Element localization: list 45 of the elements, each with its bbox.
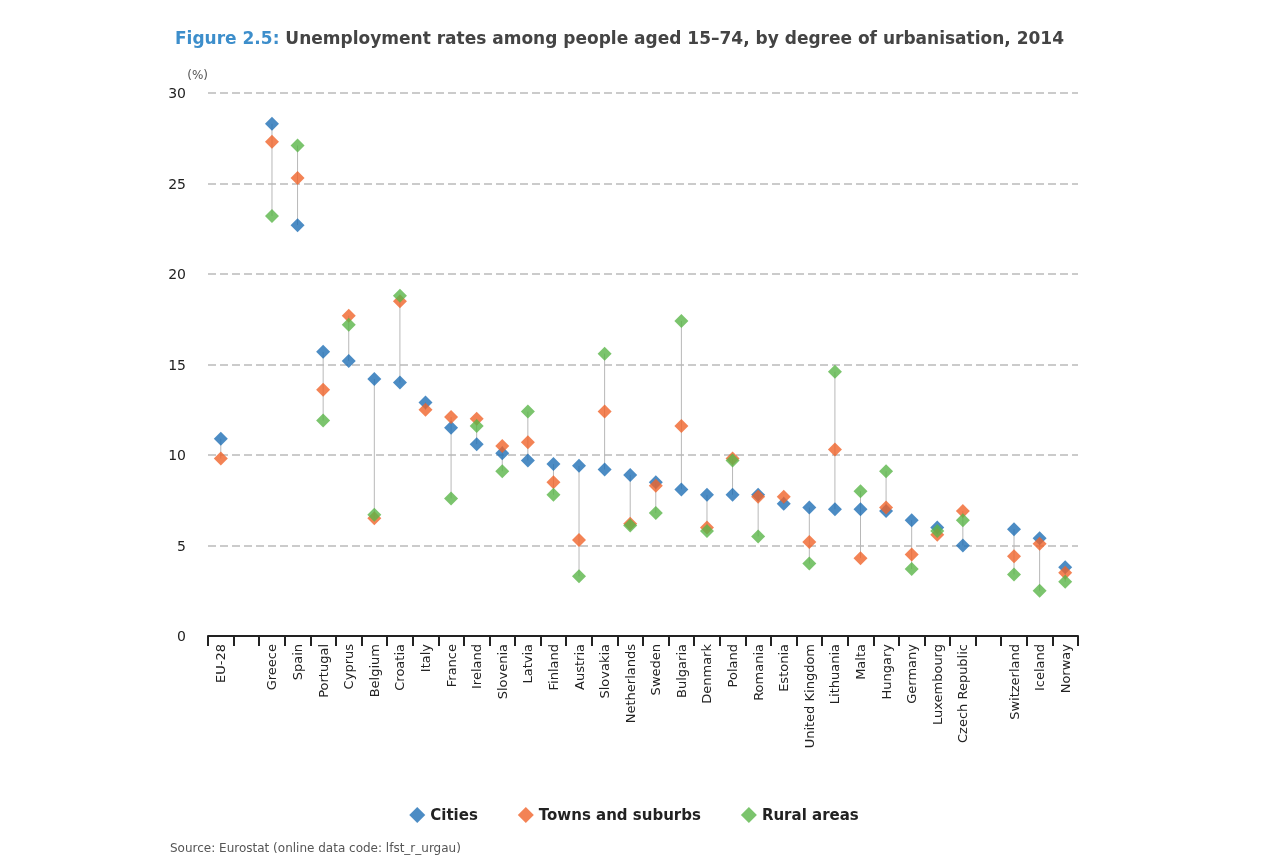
x-tick-label: Sweden [648, 644, 664, 696]
x-tick-label: Spain [290, 644, 306, 681]
x-tick-label: Italy [418, 643, 433, 673]
y-tick-label: 30 [168, 85, 186, 101]
x-tick-label: Finland [545, 644, 561, 691]
x-tick-label: Switzerland [1006, 644, 1022, 720]
x-tick-label: Cyprus [341, 643, 357, 690]
legend-label: Cities [430, 806, 478, 824]
source-note: Source: Eurostat (online data code: lfst_r_urgau) [170, 841, 461, 855]
y-tick-label: 15 [168, 356, 186, 373]
x-tick-label: Poland [725, 644, 741, 688]
x-tick-label: France [443, 644, 459, 688]
x-tick-label: EU-28 [213, 644, 229, 683]
x-tick-label: Malta [853, 644, 868, 680]
x-tick-label: Luxembourg [929, 644, 945, 726]
x-tick-label: Lithuania [827, 644, 843, 705]
x-tick-label: United Kingdom [801, 644, 817, 749]
x-tick-label: Greece [264, 644, 280, 691]
x-tick-label: Slovenia [494, 644, 510, 700]
x-tick-label: Portugal [315, 644, 331, 698]
y-tick-label: 20 [168, 266, 186, 282]
x-tick-label: Germany [904, 643, 920, 704]
x-tick-label: Estonia [776, 644, 792, 692]
x-tick-label: Norway [1057, 643, 1073, 694]
x-tick-label: Iceland [1032, 644, 1048, 692]
x-tick-label: Slovakia [597, 644, 613, 699]
x-tick-label: Croatia [392, 644, 408, 691]
y-tick-label: 25 [168, 175, 186, 192]
x-tick-label: Netherlands [622, 643, 638, 724]
y-tick-label: 10 [168, 447, 186, 463]
x-tick-label: Hungary [878, 643, 894, 700]
x-tick-label: Belgium [366, 644, 382, 698]
x-tick-label: Bulgaria [673, 644, 689, 698]
y-tick-label: 0 [177, 628, 186, 644]
chart-title: Figure 2.5: Unemployment rates among people aged 15–74, by degree of urbanisation, 2014 [175, 27, 1065, 48]
x-tick-label: Romania [750, 644, 766, 701]
x-tick-label: Denmark [699, 643, 715, 704]
x-tick-label: Czech Republic [955, 644, 971, 743]
x-tick-label: Latvia [520, 644, 536, 684]
y-tick-label: 5 [177, 537, 186, 554]
x-tick-label: Ireland [469, 644, 485, 689]
y-axis-title: (%) [187, 68, 208, 82]
legend-label: Towns and suburbs [538, 806, 701, 824]
legend-label: Rural areas [761, 806, 859, 824]
x-tick-label: Austria [571, 644, 587, 690]
